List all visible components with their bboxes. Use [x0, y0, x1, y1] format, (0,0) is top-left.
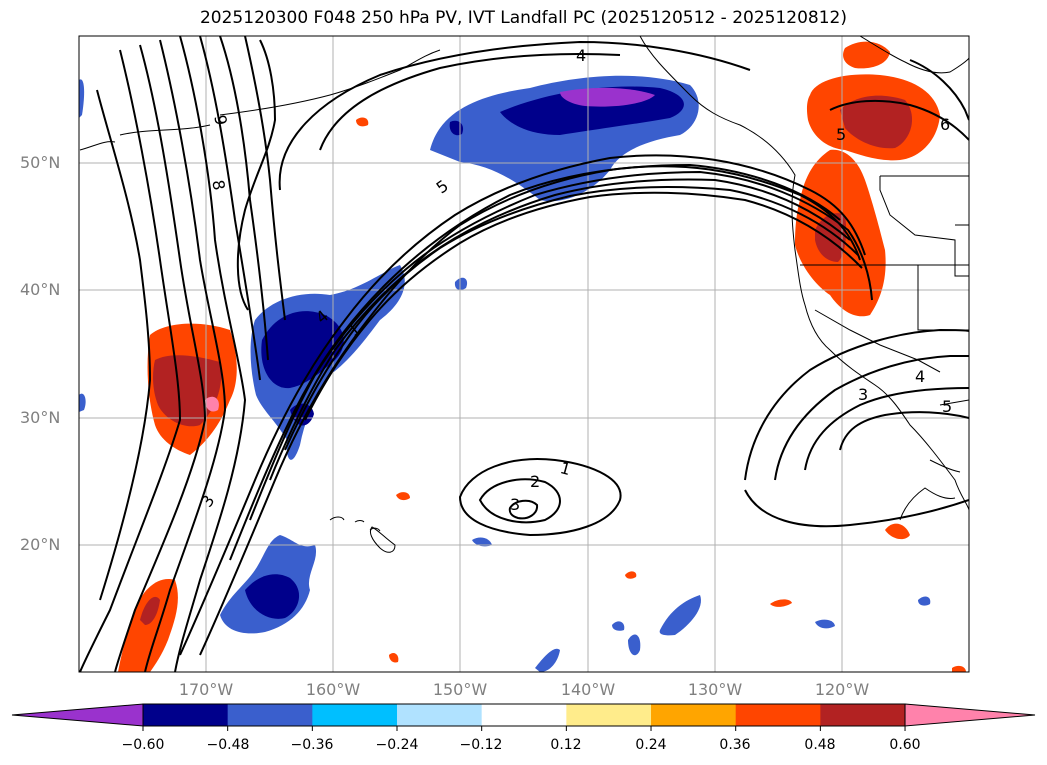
- colorbar-tick-label: −0.60: [121, 737, 165, 753]
- contour-label: 8: [208, 178, 228, 191]
- colorbar-tick-label: 0.36: [719, 737, 751, 753]
- colorbar-segment: [143, 704, 229, 726]
- contour-label: 4: [576, 46, 586, 65]
- colorbar-tick-label: −0.36: [290, 737, 334, 753]
- lon-label: 140°W: [560, 680, 616, 699]
- map-frame: [78, 35, 970, 673]
- contour-label: 9: [210, 113, 230, 126]
- colorbar-segment: [566, 704, 652, 726]
- colorbar-tick-label: 0.48: [804, 737, 836, 753]
- lon-label: 160°W: [305, 680, 361, 699]
- colorbar-tick-label: −0.24: [375, 737, 419, 753]
- contour-label: 3: [510, 495, 520, 514]
- colorbar-segment: [397, 704, 483, 726]
- colorbar-tick-label: −0.48: [206, 737, 250, 753]
- map-title: 2025120300 F048 250 hPa PV, IVT Landfall…: [199, 8, 847, 28]
- contour-label: 6: [940, 115, 950, 134]
- colorbar-frame: [142, 703, 906, 727]
- colorbar-segment: [481, 704, 567, 726]
- lon-label: 170°W: [178, 680, 234, 699]
- colorbar-segment: [735, 704, 821, 726]
- contour-label: 3: [858, 385, 868, 404]
- lon-label: 130°W: [687, 680, 743, 699]
- map-panel: 4 9 8 5 4 1 3 1 2 3 5 6 3 4 5: [78, 35, 970, 673]
- lat-label: 30°N: [20, 408, 61, 427]
- colorbar-segment: [312, 704, 398, 726]
- lon-label: 120°W: [814, 680, 870, 699]
- colorbar-extend-high: [904, 703, 1036, 727]
- colorbar-segment: [820, 704, 906, 726]
- contour-label: 5: [836, 125, 846, 144]
- lon-label: 150°W: [432, 680, 488, 699]
- colorbar-extend-low: [11, 703, 144, 727]
- coastlines: [79, 36, 969, 553]
- colorbar-segment: [227, 704, 313, 726]
- colorbar-tick-label: −0.12: [459, 737, 503, 753]
- colorbar-tick-label: 0.60: [889, 737, 921, 753]
- gridlines: [79, 36, 969, 672]
- colorbar-tick-label: 0.24: [635, 737, 667, 753]
- lat-label: 40°N: [20, 280, 61, 299]
- colorbar-segment: [651, 704, 737, 726]
- ivt-contours: [79, 36, 969, 672]
- contour-label: 1: [558, 458, 573, 479]
- lat-label: 50°N: [20, 153, 61, 172]
- contour-label: 5: [942, 397, 952, 416]
- contour-label: 4: [915, 367, 925, 386]
- colorbar-tick-label: 0.12: [550, 737, 582, 753]
- contour-label: 2: [530, 472, 540, 491]
- lat-label: 20°N: [20, 535, 61, 554]
